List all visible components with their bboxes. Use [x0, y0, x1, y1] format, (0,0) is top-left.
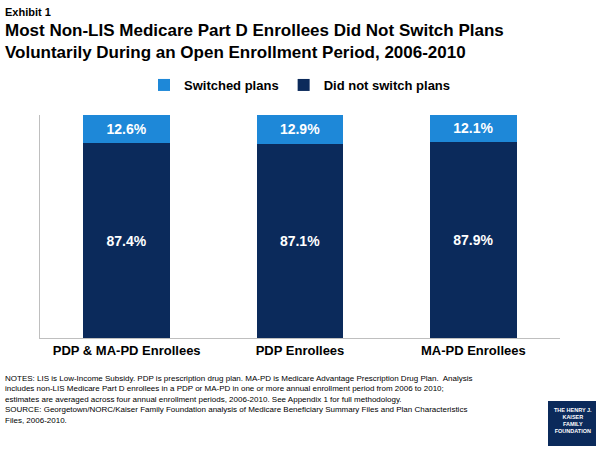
svg-text:12.9%: 12.9%	[280, 121, 320, 137]
svg-text:Switched plans: Switched plans	[184, 78, 279, 93]
svg-text:Did not switch plans: Did not switch plans	[324, 78, 450, 93]
svg-text:12.6%: 12.6%	[107, 121, 147, 137]
svg-text:87.9%: 87.9%	[453, 232, 493, 248]
svg-text:THE HENRY J.KAISERFAMILYFOUNDA: THE HENRY J.KAISERFAMILYFOUNDATION	[554, 407, 592, 434]
svg-text:NOTES: LIS is Low-Income Subsi: NOTES: LIS is Low-Income Subsidy. PDP is…	[5, 374, 472, 425]
svg-text:87.4%: 87.4%	[107, 233, 147, 249]
svg-text:PDP Enrollees: PDP Enrollees	[256, 343, 345, 358]
svg-text:12.1%: 12.1%	[453, 120, 493, 136]
svg-text:Exhibit 1: Exhibit 1	[5, 6, 51, 18]
svg-text:Most Non-LIS Medicare Part D E: Most Non-LIS Medicare Part D Enrollees D…	[5, 21, 504, 62]
svg-text:MA-PD Enrollees: MA-PD Enrollees	[421, 343, 526, 358]
svg-text:PDP & MA-PD Enrollees: PDP & MA-PD Enrollees	[53, 343, 201, 358]
svg-text:87.1%: 87.1%	[280, 233, 320, 249]
